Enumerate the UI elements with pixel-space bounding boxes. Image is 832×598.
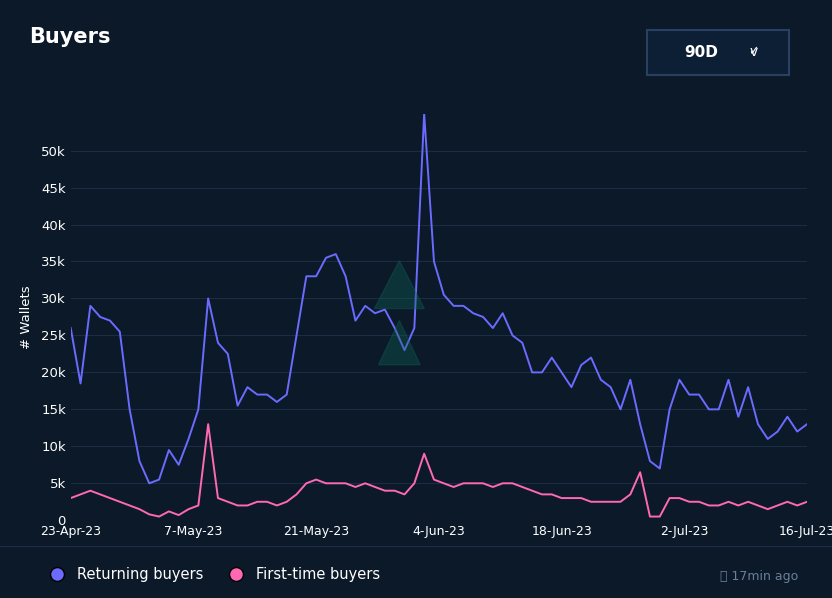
Polygon shape xyxy=(374,261,424,309)
Y-axis label: # Wallets: # Wallets xyxy=(20,285,32,349)
Text: ✓: ✓ xyxy=(748,45,759,58)
Text: 90D: 90D xyxy=(684,45,718,60)
Polygon shape xyxy=(379,321,420,365)
Text: v: v xyxy=(750,45,757,59)
Text: ⌛ 17min ago: ⌛ 17min ago xyxy=(721,570,799,583)
Text: Buyers: Buyers xyxy=(29,27,111,47)
Legend: Returning buyers, First-time buyers: Returning buyers, First-time buyers xyxy=(37,561,386,588)
